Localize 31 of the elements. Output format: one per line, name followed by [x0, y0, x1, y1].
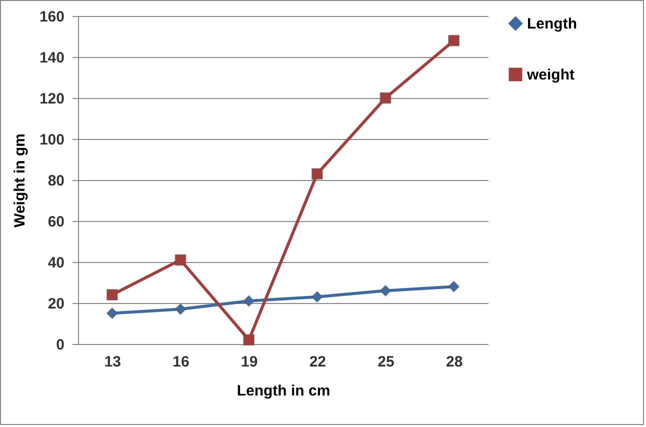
x-tick-label: 19	[240, 354, 258, 370]
x-tick-label: 13	[104, 354, 122, 370]
y-tick-label: 100	[39, 132, 64, 148]
point	[106, 289, 118, 301]
x-axis-title: Length in cm	[236, 382, 330, 400]
point	[448, 34, 460, 46]
y-tick-label: 0	[56, 336, 64, 354]
x-tick-label: 28	[446, 354, 463, 370]
y-tick-label: 80	[48, 172, 64, 190]
point	[174, 254, 186, 266]
point	[380, 284, 392, 296]
point	[311, 291, 323, 303]
y-tick-label: 60	[48, 214, 64, 230]
y-tick-label: 160	[39, 8, 64, 26]
x-tick-label: 22	[309, 354, 326, 370]
y-tick-label: 40	[48, 254, 64, 272]
x-tick-label: 25	[378, 354, 394, 370]
point	[311, 168, 323, 180]
point	[448, 280, 460, 292]
y-tick-label: 140	[39, 50, 64, 66]
point	[106, 308, 118, 319]
legend-label: weight	[526, 66, 574, 84]
y-tick-label: 20	[48, 296, 64, 312]
point	[380, 92, 392, 104]
point	[243, 334, 255, 346]
y-axis-title: Weight in gm	[11, 134, 28, 228]
legend-label: Length	[527, 16, 577, 32]
y-tick-label: 120	[39, 90, 64, 108]
point	[243, 295, 255, 307]
point	[174, 303, 186, 315]
x-tick-label: 16	[172, 354, 190, 370]
